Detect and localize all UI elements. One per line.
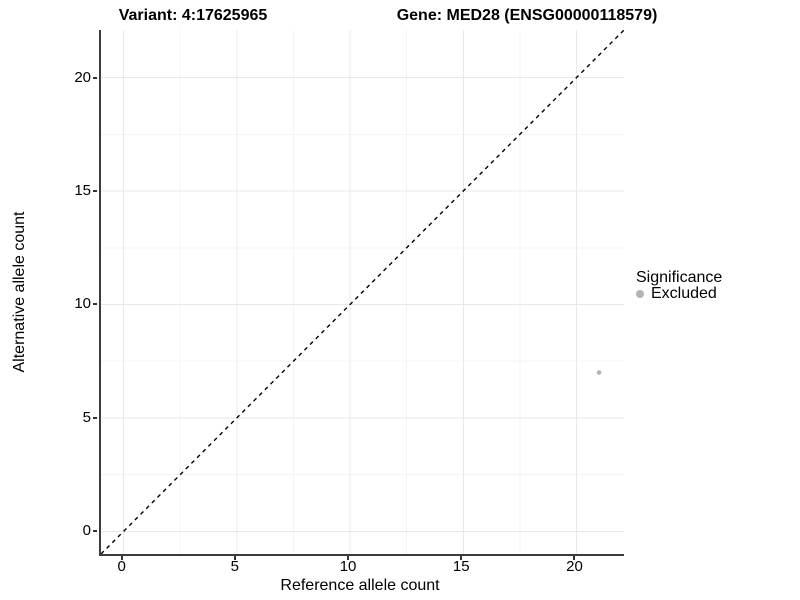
identity-dashed-line: [101, 30, 624, 554]
x-tick-mark: [573, 556, 576, 560]
x-tick-mark: [347, 556, 350, 560]
y-tick-label: 10: [74, 295, 91, 313]
legend-entries: Excluded: [636, 285, 722, 302]
y-tick-mark: [93, 530, 97, 533]
plot-title-variant: Variant: 4:17625965: [118, 7, 268, 24]
plot-title-gene: Gene: MED28 (ENSG00000118579): [396, 7, 658, 24]
legend-title: Significance: [636, 269, 723, 286]
legend-entry-label: Excluded: [651, 285, 717, 302]
y-tick-mark: [93, 416, 97, 419]
plot-canvas: [101, 30, 624, 554]
legend-entry: Excluded: [636, 285, 722, 302]
y-tick-mark: [93, 190, 97, 193]
x-tick-label: 5: [230, 558, 240, 575]
x-tick-mark: [460, 556, 463, 560]
x-axis-label: Reference allele count: [280, 577, 440, 594]
legend-key-dot-icon: [636, 289, 644, 298]
x-tick-mark: [233, 556, 236, 560]
x-tick-label: 0: [117, 558, 126, 575]
x-tick-label: 15: [452, 558, 470, 575]
data-point: [596, 370, 602, 375]
x-tick-label: 20: [566, 558, 583, 575]
x-tick-mark: [120, 556, 123, 560]
legend: Significance Excluded: [636, 269, 723, 302]
plot-panel: [99, 30, 624, 556]
y-tick-mark: [93, 303, 97, 306]
y-tick-mark: [93, 76, 97, 79]
y-axis-label: Alternative allele count: [11, 211, 28, 373]
y-tick-label: 15: [74, 182, 91, 200]
x-tick-label: 10: [339, 558, 357, 575]
y-tick-label: 0: [82, 522, 91, 540]
y-tick-label: 5: [82, 408, 91, 426]
y-tick-label: 20: [74, 68, 91, 86]
